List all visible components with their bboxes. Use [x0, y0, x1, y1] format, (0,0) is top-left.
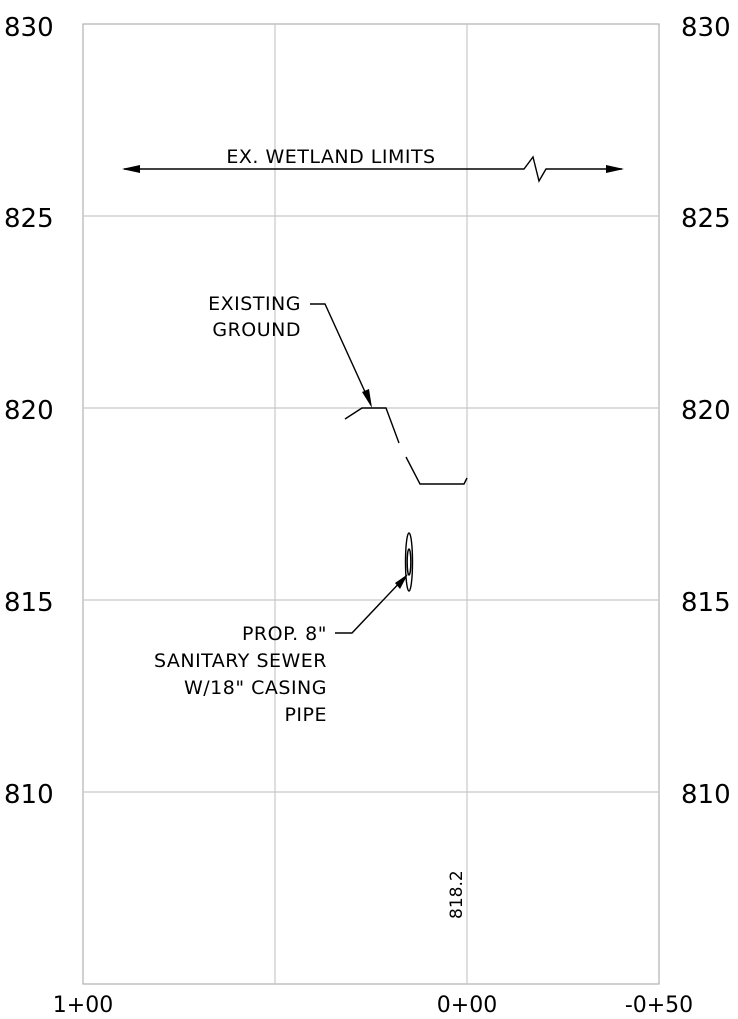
wetland-limits-label: EX. WETLAND LIMITS [226, 146, 435, 168]
elevation-tick-label: 820 [681, 396, 731, 426]
pipe-label-line4: PIPE [284, 704, 327, 726]
elevation-tick-label: 820 [4, 396, 54, 426]
existing-ground-leader [310, 303, 372, 406]
arrowhead-left-icon [122, 165, 140, 173]
wetland-limits-callout: EX. WETLAND LIMITS [122, 146, 624, 183]
existing-ground-profile [344, 407, 468, 485]
elevation-tick-label: 810 [4, 780, 54, 810]
elevation-tick-label: 810 [681, 780, 731, 810]
proposed-pipe-callout: PROP. 8" SANITARY SEWER W/18" CASING PIP… [154, 532, 414, 726]
left-elevation-axis: 830 825 820 815 810 [4, 13, 54, 810]
existing-ground-label-line2: GROUND [212, 319, 301, 341]
grid-frame [82, 23, 660, 985]
sewer-pipe-shape [406, 548, 412, 576]
arrowhead-icon [362, 389, 372, 408]
pipe-label-line3: W/18" CASING [184, 677, 327, 699]
elevation-tick-label: 830 [681, 13, 731, 43]
pipe-label-line2: SANITARY SEWER [154, 650, 327, 672]
ground-segment [405, 456, 468, 485]
pipe-label-line1: PROP. 8" [242, 623, 327, 645]
arrowhead-icon [395, 574, 408, 589]
casing-pipe-shape [404, 532, 414, 592]
wetland-limits-line [124, 155, 622, 183]
station-tick-label: 1+00 [53, 993, 113, 1018]
elevation-tick-label: 815 [681, 588, 731, 618]
station-tick-label: 0+00 [437, 993, 497, 1018]
existing-ground-label-line1: EXISTING [208, 293, 301, 315]
elevation-tick-label: 825 [4, 204, 54, 234]
ground-segment [344, 407, 400, 444]
pipe-leader [335, 576, 406, 634]
arrowhead-right-icon [606, 165, 624, 173]
elevation-tick-label: 830 [4, 13, 54, 43]
profile-grid [82, 23, 660, 985]
existing-ground-callout: EXISTING GROUND [208, 293, 372, 408]
right-elevation-axis: 830 825 820 815 810 [681, 13, 731, 810]
elevation-tick-label: 815 [4, 588, 54, 618]
ground-elevation-label: 818.2 [447, 870, 467, 919]
elevation-tick-label: 825 [681, 204, 731, 234]
station-tick-label: -0+50 [625, 993, 693, 1018]
station-axis: 1+00 0+00 -0+50 [53, 993, 693, 1018]
